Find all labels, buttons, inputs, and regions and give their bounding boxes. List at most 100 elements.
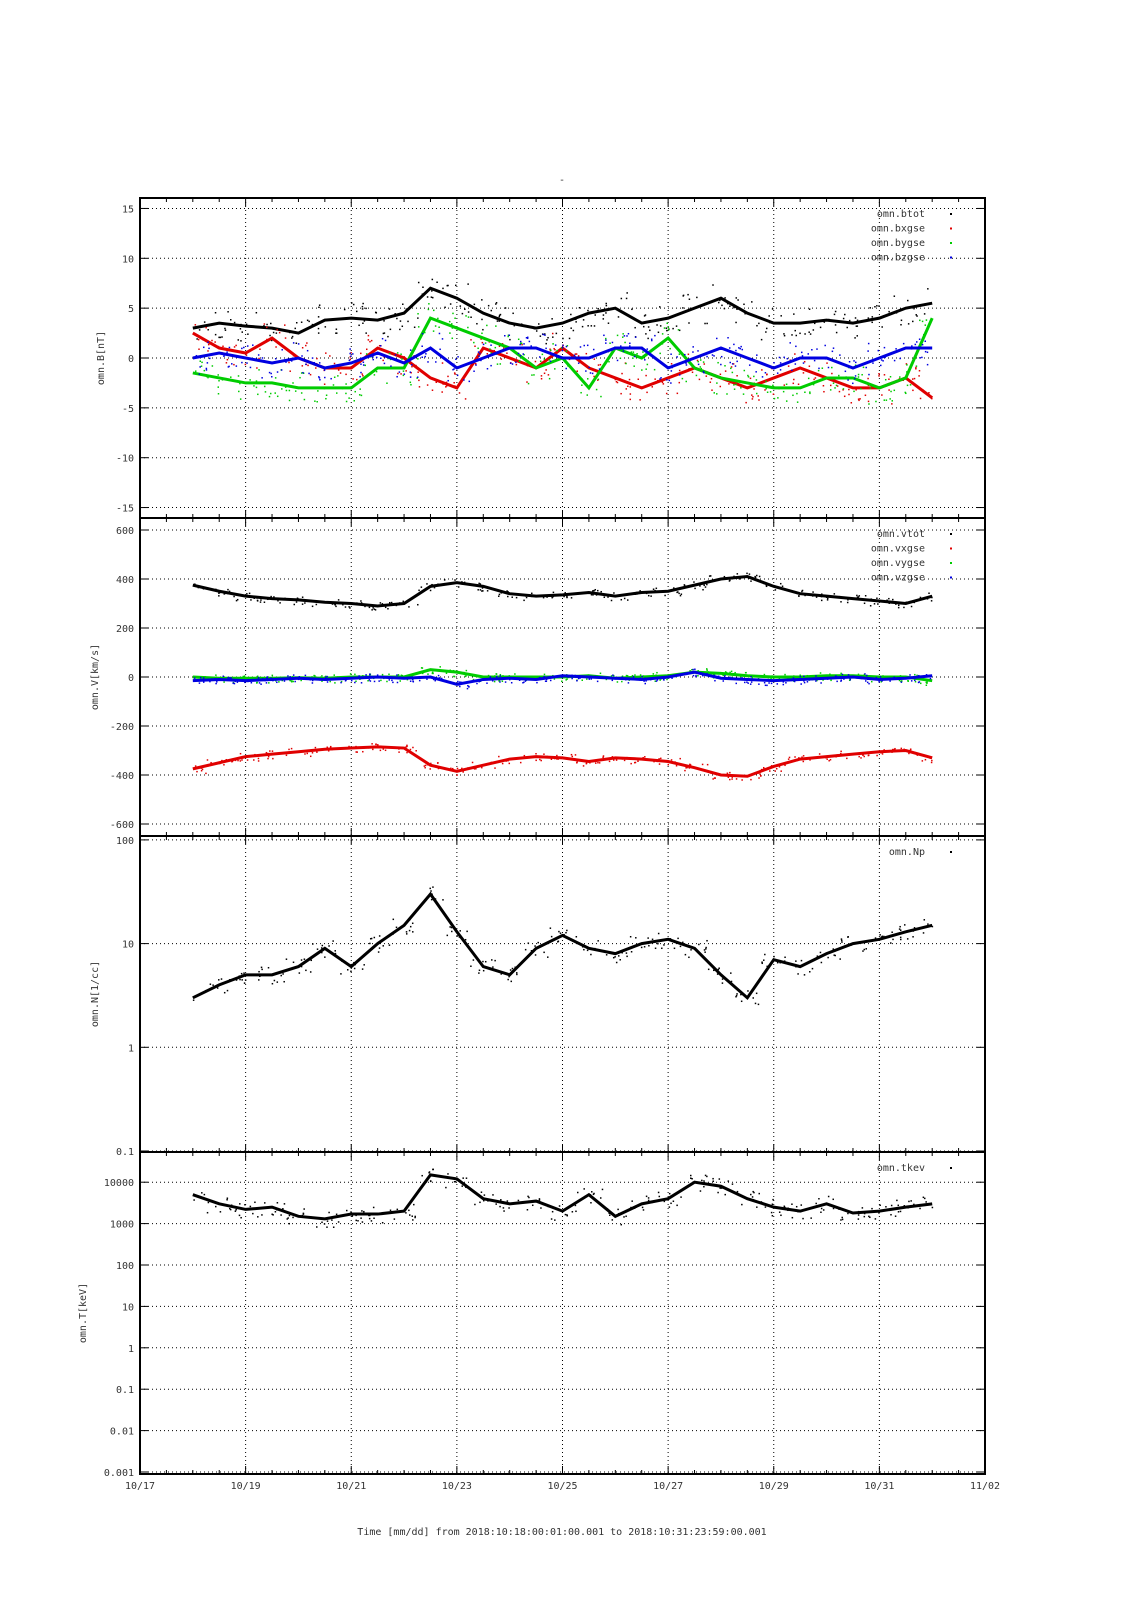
- data-point: [661, 343, 664, 345]
- data-point: [329, 745, 332, 748]
- data-point: [586, 344, 589, 347]
- data-point: [841, 1218, 844, 1221]
- data-point: [774, 770, 776, 772]
- data-point: [632, 675, 635, 678]
- data-point: [723, 307, 726, 310]
- data-point: [212, 677, 215, 679]
- data-point: [239, 398, 242, 400]
- data-point: [289, 676, 291, 678]
- data-point: [787, 1207, 789, 1210]
- legend-marker: [950, 576, 952, 579]
- data-point: [421, 672, 424, 675]
- data-point: [313, 674, 315, 677]
- data-point: [369, 942, 371, 945]
- x-axis-label: Time [mm/dd] from 2018:10:18:00:01:00.00…: [357, 1527, 766, 1538]
- data-point: [644, 682, 647, 685]
- data-point: [476, 322, 478, 325]
- data-point: [495, 675, 498, 678]
- data-point: [906, 938, 909, 940]
- data-point: [743, 369, 746, 372]
- data-point: [909, 748, 912, 751]
- y-tick-label: 1: [128, 1043, 134, 1054]
- data-point: [846, 601, 849, 604]
- data-point: [824, 344, 826, 347]
- data-point: [225, 758, 228, 761]
- data-point: [912, 930, 915, 932]
- data-point: [395, 604, 398, 607]
- data-point: [290, 599, 293, 601]
- data-point: [625, 388, 628, 390]
- data-point: [554, 368, 556, 370]
- data-point: [663, 1200, 666, 1203]
- data-point: [735, 321, 737, 324]
- data-point: [411, 365, 413, 368]
- data-point: [804, 391, 806, 394]
- data-point: [278, 331, 281, 334]
- data-point: [500, 358, 503, 360]
- data-point: [581, 679, 583, 681]
- data-point: [903, 1205, 906, 1207]
- data-point: [857, 596, 860, 598]
- data-point: [680, 593, 683, 595]
- data-point: [304, 602, 306, 604]
- data-point: [374, 609, 377, 611]
- data-point: [931, 596, 933, 599]
- data-point: [641, 675, 643, 678]
- data-point: [255, 380, 258, 382]
- y-tick-label: 0: [128, 673, 134, 684]
- data-point: [535, 752, 537, 755]
- data-point: [849, 678, 852, 681]
- y-tick-label: -5: [122, 404, 134, 415]
- data-point: [893, 676, 895, 679]
- data-point: [834, 954, 836, 957]
- data-point: [400, 373, 402, 375]
- data-point: [689, 1177, 692, 1179]
- data-point: [586, 378, 589, 380]
- data-point: [367, 679, 369, 682]
- data-point: [596, 592, 599, 594]
- data-point: [729, 676, 731, 679]
- data-point: [431, 389, 434, 391]
- data-point: [931, 1206, 934, 1209]
- data-point: [863, 1212, 866, 1215]
- data-point: [676, 1204, 678, 1207]
- data-point: [658, 763, 661, 765]
- data-point: [429, 768, 431, 770]
- data-point: [285, 361, 287, 363]
- data-point: [252, 1212, 254, 1215]
- data-point: [545, 369, 547, 371]
- data-point: [207, 328, 209, 331]
- data-point: [711, 675, 714, 677]
- data-point: [564, 1213, 567, 1216]
- data-point: [579, 346, 582, 348]
- data-point: [655, 587, 658, 590]
- data-point: [570, 313, 572, 316]
- data-point: [779, 586, 781, 589]
- data-point: [903, 748, 905, 751]
- data-point: [333, 376, 336, 379]
- data-point: [403, 602, 406, 605]
- data-point: [360, 677, 363, 680]
- data-point: [249, 680, 251, 683]
- data-point: [838, 374, 840, 377]
- data-point: [372, 358, 374, 361]
- data-point: [424, 331, 426, 334]
- data-point: [478, 972, 480, 974]
- data-point: [679, 945, 682, 948]
- data-point: [207, 343, 210, 346]
- data-point: [285, 958, 288, 960]
- data-point: [397, 674, 400, 676]
- data-point: [899, 936, 902, 939]
- data-point: [246, 362, 248, 364]
- data-point: [737, 299, 739, 301]
- data-point: [208, 341, 210, 344]
- data-point: [470, 339, 472, 341]
- data-point: [921, 677, 923, 680]
- data-point: [470, 316, 472, 318]
- data-point: [480, 359, 482, 362]
- data-point: [468, 686, 470, 688]
- data-point: [408, 360, 411, 363]
- data-point: [668, 938, 671, 940]
- data-point: [363, 964, 365, 966]
